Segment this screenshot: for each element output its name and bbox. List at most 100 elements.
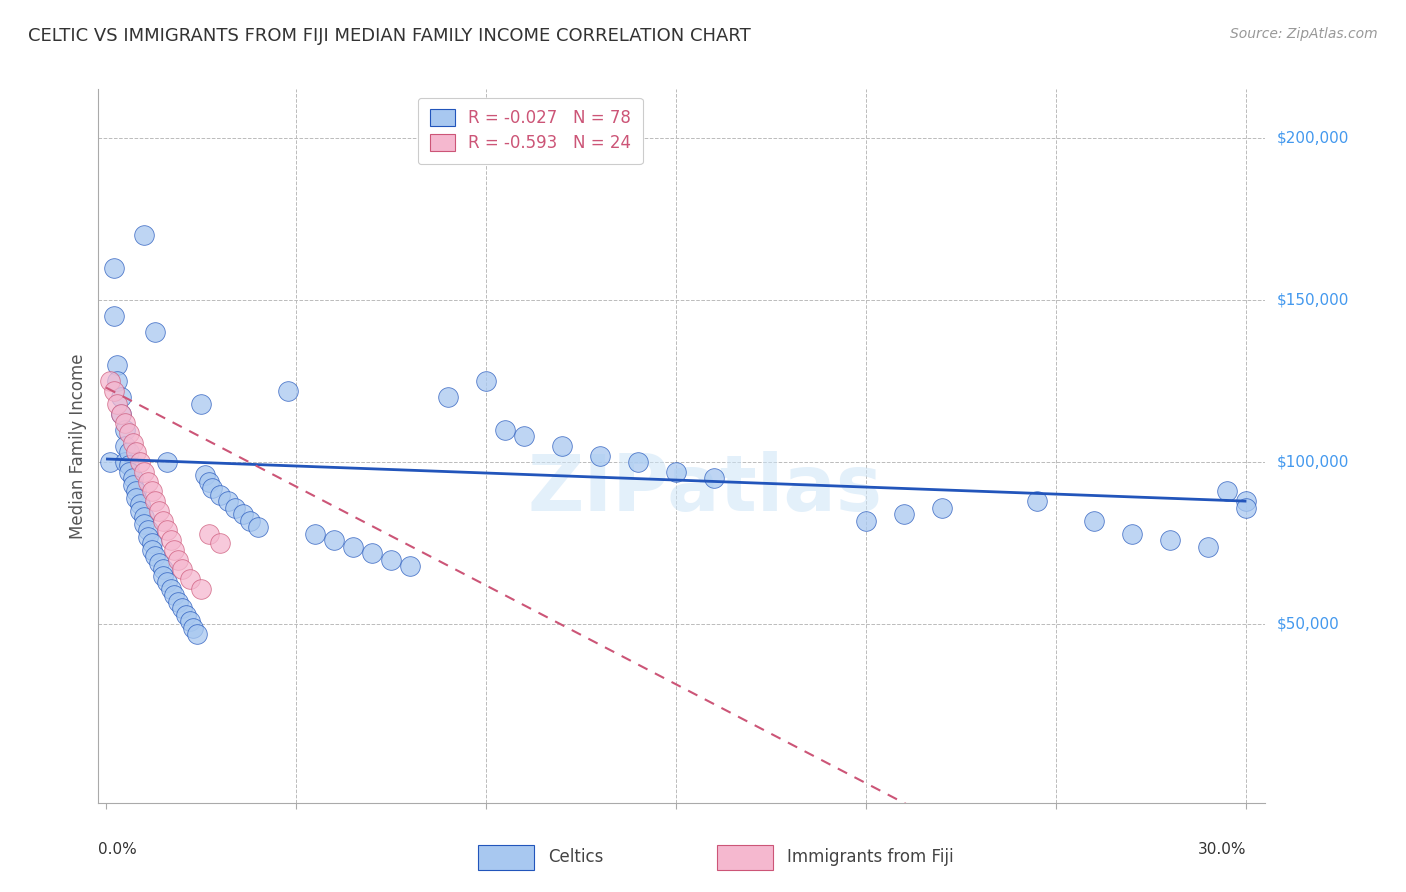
Point xyxy=(103,260,125,275)
Point xyxy=(1083,514,1105,528)
Point xyxy=(361,546,384,560)
Text: $50,000: $50,000 xyxy=(1277,617,1340,632)
Point xyxy=(170,601,193,615)
Point xyxy=(163,588,186,602)
Point xyxy=(170,562,193,576)
Point xyxy=(114,417,136,431)
Text: 0.0%: 0.0% xyxy=(98,842,138,856)
Point xyxy=(141,542,163,557)
Point xyxy=(1234,500,1257,515)
Point xyxy=(159,533,181,547)
Text: $150,000: $150,000 xyxy=(1277,293,1350,308)
Point xyxy=(148,556,170,570)
Point xyxy=(1216,484,1239,499)
Point xyxy=(152,514,174,528)
Point xyxy=(475,374,498,388)
Point xyxy=(197,475,219,489)
Point xyxy=(437,390,460,404)
Point xyxy=(167,552,190,566)
Point xyxy=(136,524,159,538)
Point xyxy=(224,500,246,515)
Text: Source: ZipAtlas.com: Source: ZipAtlas.com xyxy=(1230,27,1378,41)
Point xyxy=(114,455,136,469)
Point xyxy=(513,429,536,443)
Point xyxy=(121,471,143,485)
Point xyxy=(156,575,179,590)
Point xyxy=(209,488,232,502)
Point xyxy=(551,439,574,453)
Point xyxy=(121,478,143,492)
Point xyxy=(98,455,121,469)
Point xyxy=(197,526,219,541)
Point xyxy=(893,507,915,521)
Point xyxy=(380,552,402,566)
Point xyxy=(1159,533,1181,547)
Point xyxy=(98,374,121,388)
Point xyxy=(103,310,125,324)
Point xyxy=(121,435,143,450)
Point xyxy=(118,445,141,459)
Point xyxy=(323,533,346,547)
Point xyxy=(855,514,877,528)
Point xyxy=(118,458,141,473)
Point xyxy=(129,455,152,469)
Point xyxy=(125,484,148,499)
Text: CELTIC VS IMMIGRANTS FROM FIJI MEDIAN FAMILY INCOME CORRELATION CHART: CELTIC VS IMMIGRANTS FROM FIJI MEDIAN FA… xyxy=(28,27,751,45)
Point xyxy=(179,572,201,586)
Point xyxy=(132,228,155,243)
Point xyxy=(167,595,190,609)
Point xyxy=(110,407,132,421)
Point xyxy=(589,449,612,463)
Point xyxy=(174,607,197,622)
Legend: R = -0.027   N = 78, R = -0.593   N = 24: R = -0.027 N = 78, R = -0.593 N = 24 xyxy=(418,97,643,164)
Point xyxy=(132,465,155,479)
Point xyxy=(141,536,163,550)
Point xyxy=(110,390,132,404)
Point xyxy=(159,582,181,596)
Point xyxy=(110,407,132,421)
Point xyxy=(103,384,125,398)
Point xyxy=(132,516,155,531)
Point xyxy=(125,445,148,459)
Point xyxy=(156,455,179,469)
Point xyxy=(239,514,262,528)
Text: $200,000: $200,000 xyxy=(1277,130,1350,145)
Text: 30.0%: 30.0% xyxy=(1198,842,1246,856)
Point xyxy=(1234,494,1257,508)
Point xyxy=(152,562,174,576)
Point xyxy=(114,423,136,437)
Point xyxy=(118,425,141,440)
Point xyxy=(107,358,129,372)
Point xyxy=(145,549,167,564)
Point xyxy=(179,614,201,628)
Point xyxy=(141,484,163,499)
Y-axis label: Median Family Income: Median Family Income xyxy=(69,353,87,539)
Point xyxy=(194,468,217,483)
Point xyxy=(136,475,159,489)
Point xyxy=(114,439,136,453)
Point xyxy=(163,542,186,557)
Point xyxy=(156,524,179,538)
Point xyxy=(1026,494,1049,508)
Point xyxy=(931,500,953,515)
Point xyxy=(129,504,152,518)
Point xyxy=(148,504,170,518)
Point xyxy=(209,536,232,550)
Point xyxy=(190,397,212,411)
Point xyxy=(129,497,152,511)
Point xyxy=(183,621,205,635)
Point xyxy=(232,507,254,521)
Point xyxy=(247,520,270,534)
Point xyxy=(399,559,422,574)
Point xyxy=(304,526,326,541)
Point xyxy=(107,374,129,388)
Point xyxy=(145,494,167,508)
Point xyxy=(342,540,364,554)
Point xyxy=(152,568,174,582)
Point xyxy=(201,481,224,495)
Point xyxy=(494,423,516,437)
Point xyxy=(107,397,129,411)
Text: $100,000: $100,000 xyxy=(1277,455,1350,470)
Point xyxy=(1121,526,1143,541)
Point xyxy=(186,627,208,641)
